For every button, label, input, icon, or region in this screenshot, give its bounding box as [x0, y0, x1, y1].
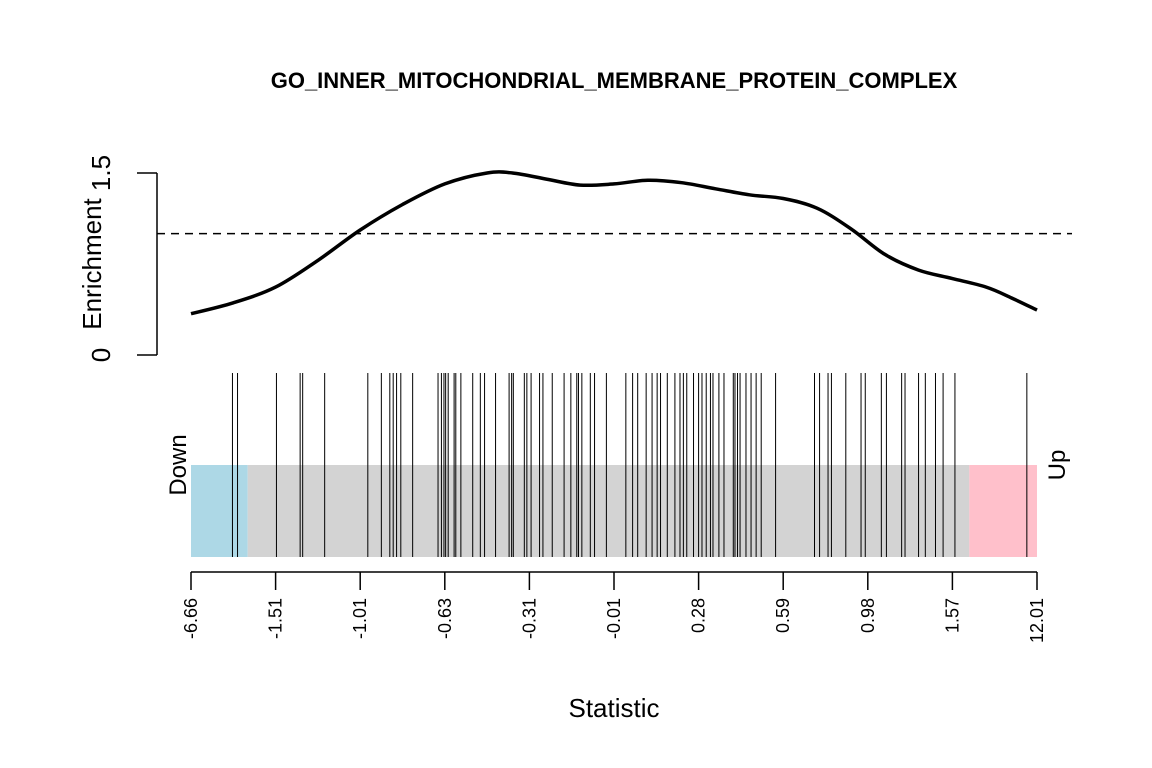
x-tick-label: -0.31	[519, 598, 539, 639]
x-tick-label: 1.57	[942, 598, 962, 633]
up-region	[969, 465, 1037, 557]
x-tick-label: -0.63	[435, 598, 455, 639]
enrichment-curve	[190, 170, 1038, 316]
x-tick-label: 12.01	[1027, 598, 1047, 643]
y-tick-label-top: 1.5	[86, 155, 116, 191]
x-tick-label: 0.98	[858, 598, 878, 633]
chart-title: GO_INNER_MITOCHONDRIAL_MEMBRANE_PROTEIN_…	[271, 68, 958, 93]
enrichment-panel: 1.5 0 Enrichment	[77, 155, 1072, 362]
x-tick-label: 0.59	[773, 598, 793, 633]
y-tick-label-bottom: 0	[86, 348, 116, 362]
x-tick-label: 0.28	[689, 598, 709, 633]
down-label: Down	[165, 434, 192, 495]
x-axis: -6.66 -1.51 -1.01 -0.63 -0.31 -0.01 0.28 0.59 0.…	[181, 571, 1047, 723]
x-tick-label: -0.01	[604, 598, 624, 639]
x-tick-label: -6.66	[181, 598, 201, 639]
up-label: Up	[1044, 450, 1071, 481]
x-tick-label: -1.51	[266, 598, 286, 639]
x-tick-label: -1.01	[350, 598, 370, 639]
y-axis-label: Enrichment	[77, 197, 107, 329]
gene-lines	[231, 373, 1028, 557]
x-ticks: -6.66 -1.51 -1.01 -0.63 -0.31 -0.01 0.28 0.59 0.…	[181, 572, 1047, 643]
down-region	[191, 465, 248, 557]
x-axis-label: Statistic	[568, 693, 659, 723]
barcode-panel: Down Up	[165, 373, 1071, 557]
